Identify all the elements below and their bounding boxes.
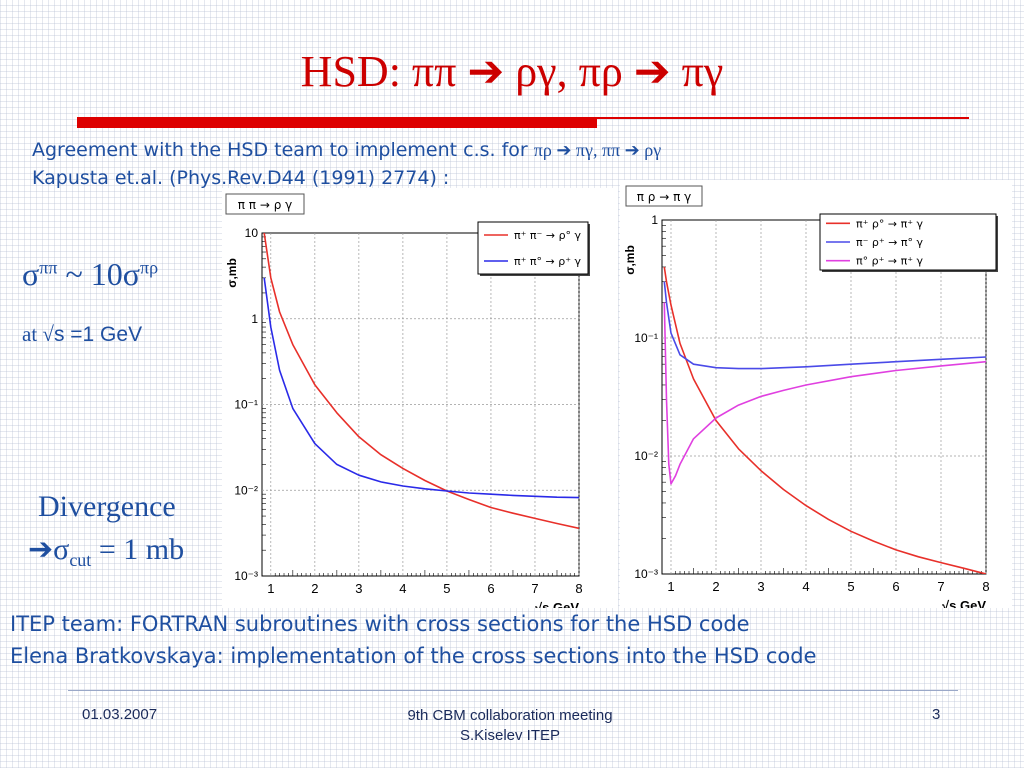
footer-author: S.Kiselev ITEP xyxy=(459,727,561,744)
intro-text: Agreement with the HSD team to implement… xyxy=(32,136,661,192)
legend-box xyxy=(477,221,589,275)
y-tick-label: 10⁻² xyxy=(234,483,258,497)
legend-label: π⁻ ρ⁺ → π° γ xyxy=(856,236,924,249)
x-tick-label: 4 xyxy=(399,581,406,596)
x-tick-label: 1 xyxy=(267,581,274,596)
sigma-ratio: σππ ~ 10σπρ xyxy=(22,256,158,293)
y-axis-label: σ,mb xyxy=(225,258,239,288)
y-tick-label: 10⁻³ xyxy=(634,567,658,581)
y-tick-label: 1 xyxy=(651,213,658,227)
footer-event: 9th CBM collaboration meeting S.Kiselev … xyxy=(360,706,660,746)
y-tick-label: 1 xyxy=(251,312,258,326)
sigma-symbol: σ xyxy=(22,256,40,292)
series-line-1 xyxy=(263,233,579,530)
y-tick-label: 10⁻² xyxy=(634,449,658,463)
bottom-notes: ITEP team: FORTRAN subroutines with cros… xyxy=(10,608,817,672)
x-axis-label: √s,GeV xyxy=(535,600,579,608)
x-tick-label: 2 xyxy=(712,579,719,594)
y-tick-label: 10⁻³ xyxy=(234,569,258,583)
divergence-label: Divergence xyxy=(38,490,176,523)
footer-event-name: 9th CBM collaboration meeting xyxy=(407,707,613,724)
y-tick-label: 10⁻¹ xyxy=(634,331,658,345)
chart-pipi-to-rhogamma: 1 2 3 4 5 6 7 8 10⁻³ 10⁻² 10⁻¹ 1 10 √s,GeV σ,mb π π → ρ… xyxy=(225,193,590,615)
y-tick-label: 10 xyxy=(245,226,259,240)
x-tick-label: 6 xyxy=(487,581,494,596)
plot-frame xyxy=(661,219,987,575)
x-tick-label: 4 xyxy=(802,579,809,594)
footer-date: 01.03.2007 xyxy=(82,706,158,723)
x-tick-label: 6 xyxy=(892,579,899,594)
series-line-2 xyxy=(663,281,986,370)
energy-note: at √s =1 GeV xyxy=(22,322,142,347)
intro-line-2: Kapusta et.al. (Phys.Rev.D44 (1991) 2774… xyxy=(32,167,450,189)
chart-pirho-to-pigamma: 1 2 3 4 5 6 7 8 10⁻³ 10⁻² 10⁻¹ 1 √s,GeV σ,mb π ρ → π γ… xyxy=(623,185,998,613)
sigma-cut-subscript: cut xyxy=(69,550,92,570)
footer-page-number: 3 xyxy=(932,706,941,723)
chart-title-box xyxy=(225,193,305,215)
sigma-mid: ~ 10σ xyxy=(57,256,140,292)
sigma-cut-symbol: ➔σ xyxy=(28,533,70,566)
x-tick-label: 1 xyxy=(667,579,674,594)
intro-reactions: πρ ➔ πγ, ππ ➔ ργ xyxy=(533,140,662,160)
intro-line-1: Agreement with the HSD team to implement… xyxy=(32,136,661,164)
legend-label: π⁺ π⁻ → ρ° γ xyxy=(514,229,582,242)
chart-panel-pirho: 1 2 3 4 5 6 7 8 10⁻³ 10⁻² 10⁻¹ 1 √s,GeV σ,mb π ρ → π γ… xyxy=(620,180,1012,613)
chart-title: π π → ρ γ xyxy=(238,198,292,212)
x-tick-label: 8 xyxy=(575,581,582,596)
chart-panel-pipi: 1 2 3 4 5 6 7 8 10⁻³ 10⁻² 10⁻¹ 1 10 √s,GeV σ,mb π π → ρ… xyxy=(222,188,618,615)
x-tick-label: 8 xyxy=(982,579,989,594)
series-line-1 xyxy=(663,266,986,574)
legend-label: π⁺ ρ° → π⁺ γ xyxy=(856,217,924,230)
title-underline-bar xyxy=(77,117,597,128)
chart-title-box xyxy=(625,185,703,207)
series-line-3 xyxy=(663,302,986,485)
x-tick-label: 2 xyxy=(311,581,318,596)
sigma-superscript-1: ππ xyxy=(39,257,58,278)
sigma-superscript-2: πρ xyxy=(140,257,159,278)
x-tick-label: 3 xyxy=(757,579,764,594)
footer-divider xyxy=(68,690,958,691)
sigma-cut: ➔σcut = 1 mb xyxy=(28,532,185,570)
x-tick-label: 5 xyxy=(443,581,450,596)
slide-title: HSD: ππ ➔ ργ, πρ ➔ πγ xyxy=(300,47,724,96)
chart-title: π ρ → π γ xyxy=(637,190,691,204)
x-tick-label: 7 xyxy=(937,579,944,594)
energy-note-value: s =1 GeV xyxy=(53,323,143,346)
x-tick-label: 7 xyxy=(531,581,538,596)
bottom-note-1: ITEP team: FORTRAN subroutines with cros… xyxy=(10,612,750,636)
x-tick-label: 5 xyxy=(847,579,854,594)
y-tick-label: 10⁻¹ xyxy=(234,398,258,412)
title-underline-line xyxy=(597,117,969,119)
intro-line-1-text: Agreement with the HSD team to implement… xyxy=(32,139,534,161)
energy-note-prefix: at √ xyxy=(22,322,54,346)
series-line-2 xyxy=(263,277,579,499)
bottom-note-2: Elena Bratkovskaya: implementation of th… xyxy=(10,644,817,668)
y-axis-label: σ,mb xyxy=(623,245,637,275)
legend-label: π° ρ⁺ → π⁺ γ xyxy=(856,255,924,268)
x-axis-label: √s,GeV xyxy=(942,598,986,608)
legend-label: π⁺ π° → ρ⁺ γ xyxy=(514,255,582,268)
x-tick-label: 3 xyxy=(355,581,362,596)
sigma-cut-value: = 1 mb xyxy=(91,533,185,566)
